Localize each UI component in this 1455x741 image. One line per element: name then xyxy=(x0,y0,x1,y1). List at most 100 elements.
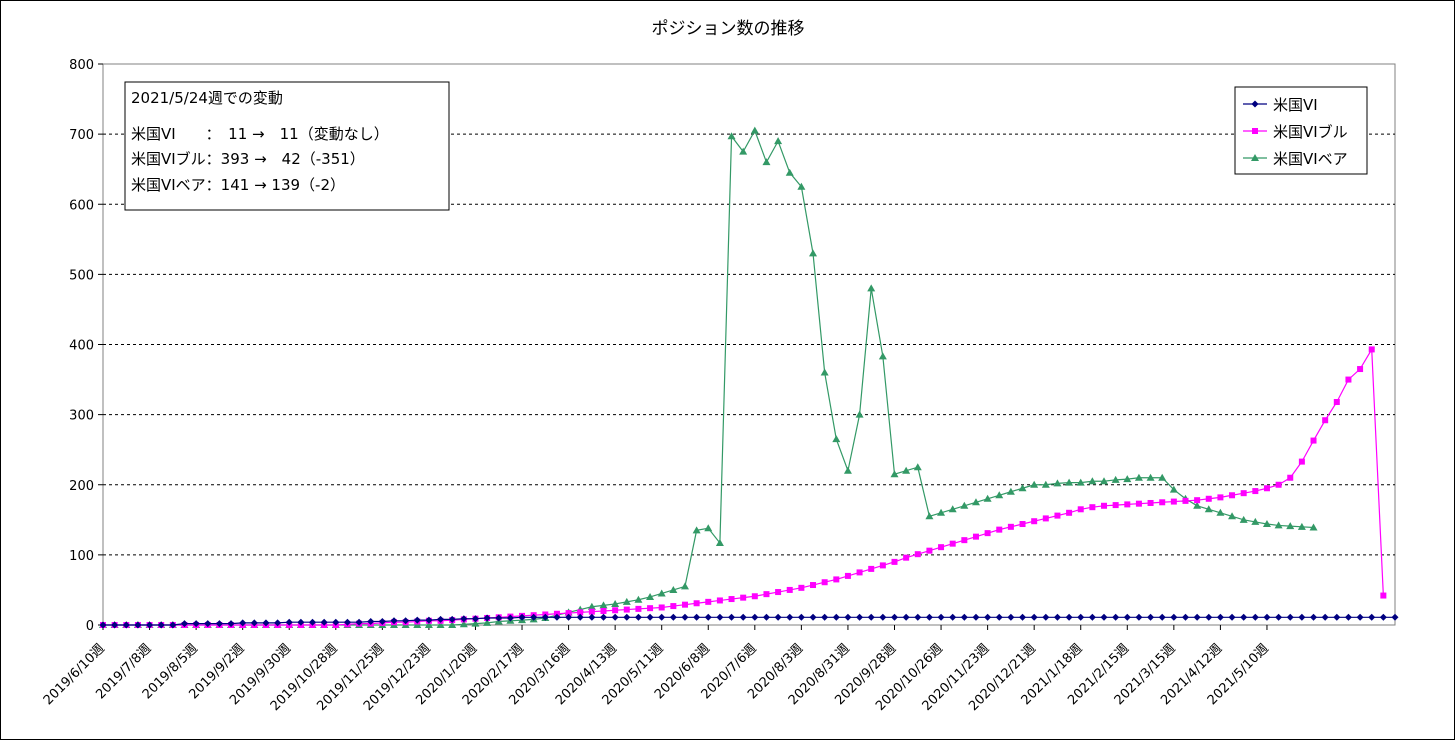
data-point xyxy=(1356,613,1364,621)
y-tick-label: 400 xyxy=(69,339,94,354)
data-point xyxy=(1006,487,1015,495)
data-point xyxy=(390,617,398,625)
data-point xyxy=(867,613,875,621)
data-point xyxy=(448,615,456,623)
data-point xyxy=(1147,613,1155,621)
data-point xyxy=(1123,475,1132,483)
series-0 xyxy=(99,613,1399,629)
data-point xyxy=(1193,501,1202,509)
data-point xyxy=(1088,613,1096,621)
data-point xyxy=(762,613,770,621)
data-point xyxy=(961,537,968,544)
data-point xyxy=(797,182,806,190)
data-point xyxy=(1170,613,1178,621)
data-point xyxy=(634,595,643,603)
data-point xyxy=(1333,613,1341,621)
data-point xyxy=(611,613,619,621)
data-point xyxy=(1007,523,1014,530)
data-point xyxy=(1123,613,1131,621)
data-point xyxy=(378,617,386,625)
data-point xyxy=(99,621,107,629)
data-point xyxy=(262,619,270,627)
data-point xyxy=(728,596,735,603)
data-point xyxy=(960,613,968,621)
data-point xyxy=(996,526,1003,533)
data-point xyxy=(1100,613,1108,621)
data-point xyxy=(739,613,747,621)
data-point xyxy=(786,613,794,621)
data-point xyxy=(681,601,688,608)
data-point xyxy=(1263,613,1271,621)
data-point xyxy=(506,614,514,622)
data-point xyxy=(635,605,642,612)
data-point xyxy=(460,615,468,623)
chart-title: ポジション数の推移 xyxy=(652,19,805,39)
data-point xyxy=(343,618,351,626)
data-point xyxy=(1077,506,1084,513)
data-point xyxy=(751,593,758,600)
data-point xyxy=(565,610,572,617)
x-tick-label: 2019/6/10週 xyxy=(41,641,108,708)
data-point xyxy=(1286,613,1294,621)
data-point xyxy=(705,598,712,605)
y-tick-label: 0 xyxy=(86,619,94,634)
data-point xyxy=(1229,492,1236,499)
data-point xyxy=(646,613,654,621)
data-point xyxy=(844,613,852,621)
data-point xyxy=(1030,613,1038,621)
data-point xyxy=(949,613,957,621)
data-point xyxy=(1216,508,1225,516)
data-point xyxy=(146,621,154,629)
data-point xyxy=(716,613,724,621)
data-point xyxy=(809,249,818,257)
data-point xyxy=(995,613,1003,621)
data-point xyxy=(1019,521,1026,528)
data-point xyxy=(925,512,934,520)
data-point xyxy=(1216,613,1224,621)
data-point xyxy=(937,508,946,516)
legend-label: 米国VIベア xyxy=(1273,150,1348,168)
data-point xyxy=(1309,523,1318,531)
data-point xyxy=(1018,484,1027,492)
data-point xyxy=(785,168,794,176)
data-point xyxy=(541,613,549,621)
data-point xyxy=(1357,366,1364,373)
data-point xyxy=(1251,613,1259,621)
data-point xyxy=(1239,515,1248,523)
data-point xyxy=(1076,478,1085,486)
data-point xyxy=(856,569,863,576)
data-point xyxy=(658,613,666,621)
data-point xyxy=(972,533,979,540)
data-point xyxy=(576,613,584,621)
data-point xyxy=(1274,521,1283,529)
data-point xyxy=(600,607,607,614)
data-point xyxy=(762,158,771,166)
data-point xyxy=(797,613,805,621)
data-point xyxy=(751,613,759,621)
data-point xyxy=(693,613,701,621)
data-point xyxy=(1088,477,1097,485)
data-point xyxy=(215,620,223,628)
data-point xyxy=(878,352,887,360)
data-point xyxy=(1181,613,1189,621)
data-point xyxy=(821,579,828,586)
data-point xyxy=(775,589,782,596)
data-point xyxy=(192,620,200,628)
data-point xyxy=(483,614,491,622)
y-tick-label: 300 xyxy=(69,409,94,424)
data-point xyxy=(1287,474,1294,481)
data-point xyxy=(1112,613,1120,621)
data-point xyxy=(134,621,142,629)
data-point xyxy=(1333,399,1340,406)
data-point xyxy=(715,538,724,546)
data-point xyxy=(740,594,747,601)
data-point xyxy=(1368,346,1375,353)
annotation-box: 2021/5/24週での変動 米国VI ： 11 → 11（変動なし） 米国VI… xyxy=(124,81,450,211)
data-point xyxy=(1322,417,1329,424)
data-point xyxy=(914,551,921,558)
data-point xyxy=(1182,497,1189,504)
data-point xyxy=(1146,473,1155,481)
data-point xyxy=(413,616,421,624)
data-point xyxy=(692,526,701,534)
data-point xyxy=(274,619,282,627)
